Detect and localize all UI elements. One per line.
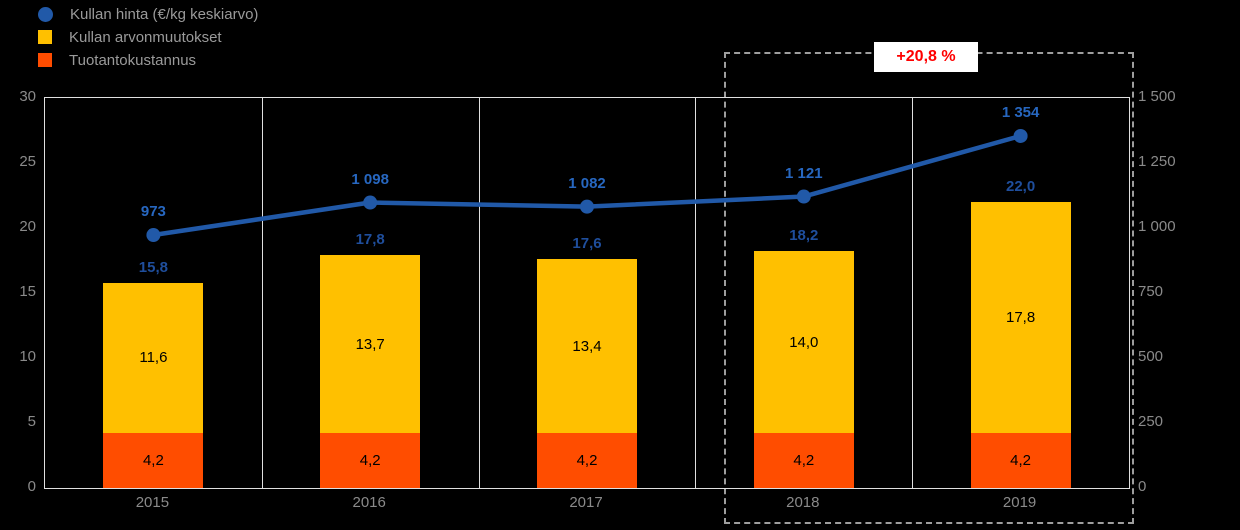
legend-item-orange-series: Tuotantokustannus bbox=[38, 51, 258, 69]
bar-total-label: 18,2 bbox=[789, 227, 819, 245]
column-gridline bbox=[261, 98, 263, 488]
x-axis-label: 2016 bbox=[352, 494, 386, 511]
column-gridline bbox=[695, 98, 697, 488]
right-axis-tick: 1 250 bbox=[1138, 153, 1176, 170]
left-axis-tick: 30 bbox=[19, 88, 36, 105]
bar-segment-bottom: 4,2 bbox=[103, 433, 204, 488]
right-axis-tick: 500 bbox=[1138, 348, 1164, 365]
bar-value-label: 4,2 bbox=[793, 452, 815, 470]
left-axis-tick: 20 bbox=[19, 218, 36, 235]
bar-total-label: 17,8 bbox=[355, 231, 385, 249]
bar-segment-top: 11,6 bbox=[103, 282, 204, 434]
left-axis-tick: 5 bbox=[27, 413, 36, 430]
bar-value-label: 17,8 bbox=[1005, 309, 1036, 327]
line-point-marker bbox=[146, 228, 161, 243]
left-axis-tick: 15 bbox=[19, 283, 36, 300]
column-gridline bbox=[912, 98, 914, 488]
left-axis-tick: 0 bbox=[27, 478, 36, 495]
line-point-marker bbox=[796, 189, 811, 204]
bar-value-label: 13,4 bbox=[572, 337, 602, 355]
bar-value-label: 4,2 bbox=[359, 452, 381, 470]
bar-value-label: 14,0 bbox=[789, 333, 819, 351]
growth-annotation: +20,8 % bbox=[874, 42, 978, 72]
line-series-marker-icon bbox=[38, 6, 53, 22]
legend-label-line-series: Kullan hinta (€/kg keskiarvo) bbox=[70, 5, 259, 23]
x-axis-label: 2019 bbox=[1002, 494, 1037, 511]
right-value-axis: 1 500 1 250 1 000 750 500 250 0 bbox=[1138, 88, 1210, 495]
bar-segment-top: 13,7 bbox=[320, 255, 421, 434]
bar-value-label: 11,6 bbox=[139, 349, 168, 367]
chart-legend: Kullan hinta (€/kg keskiarvo) Kullan arv… bbox=[38, 5, 258, 74]
line-value-label: 1 098 bbox=[351, 170, 389, 188]
bar-segment-bottom: 4,2 bbox=[537, 433, 637, 488]
bar-segment-bottom: 4,2 bbox=[320, 433, 421, 488]
legend-item-line-series: Kullan hinta (€/kg keskiarvo) bbox=[38, 5, 258, 23]
right-axis-tick: 250 bbox=[1138, 413, 1164, 430]
orange-series-marker-icon bbox=[38, 53, 52, 67]
bar-total-label: 17,6 bbox=[572, 235, 602, 253]
column-gridline bbox=[478, 98, 480, 488]
bar-value-label: 4,2 bbox=[1010, 452, 1032, 470]
right-axis-tick: 0 bbox=[1138, 478, 1147, 495]
right-axis-tick: 1 000 bbox=[1138, 218, 1176, 235]
bar-segment-top: 14,0 bbox=[753, 251, 854, 434]
bar-total-label: 15,8 bbox=[138, 258, 168, 276]
line-point-marker bbox=[580, 199, 594, 214]
line-point-marker bbox=[1013, 128, 1028, 143]
left-axis-tick: 10 bbox=[19, 348, 36, 365]
bar-total-label: 22,0 bbox=[1005, 178, 1036, 195]
x-axis-label: 2015 bbox=[135, 494, 170, 511]
legend-label-yellow-series: Kullan arvonmuutokset bbox=[69, 28, 222, 46]
bar-value-label: 4,2 bbox=[142, 452, 164, 470]
line-point-marker bbox=[363, 195, 378, 210]
legend-item-yellow-series: Kullan arvonmuutokset bbox=[38, 28, 258, 46]
bar-segment-top: 13,4 bbox=[537, 259, 637, 434]
bar-segment-bottom: 4,2 bbox=[970, 433, 1071, 488]
bar-segment-top: 17,8 bbox=[970, 202, 1071, 434]
bar-segment-bottom: 4,2 bbox=[753, 433, 854, 488]
right-axis-tick: 1 500 bbox=[1138, 88, 1176, 105]
right-axis-tick: 750 bbox=[1138, 283, 1164, 300]
plot-area: 4,2 11,6 15,8 4,2 13,7 17,8 4,2 13,4 17,6 4,2 14,0… bbox=[44, 97, 1130, 489]
x-axis-label: 2018 bbox=[786, 494, 820, 511]
price-line bbox=[146, 128, 1028, 243]
line-value-label: 1 354 bbox=[1001, 103, 1040, 121]
line-value-label: 973 bbox=[140, 203, 166, 221]
line-value-label: 1 121 bbox=[785, 164, 823, 182]
bar-value-label: 4,2 bbox=[576, 452, 598, 470]
category-axis: 2015 2016 2017 2018 2019 bbox=[44, 494, 1128, 514]
x-axis-label: 2017 bbox=[569, 494, 603, 511]
line-value-label: 1 082 bbox=[568, 174, 606, 192]
left-value-axis: 30 25 20 15 10 5 0 bbox=[0, 88, 36, 495]
yellow-series-marker-icon bbox=[38, 30, 52, 44]
left-axis-tick: 25 bbox=[19, 153, 36, 170]
legend-label-orange-series: Tuotantokustannus bbox=[69, 51, 197, 69]
bar-value-label: 13,7 bbox=[355, 335, 385, 353]
